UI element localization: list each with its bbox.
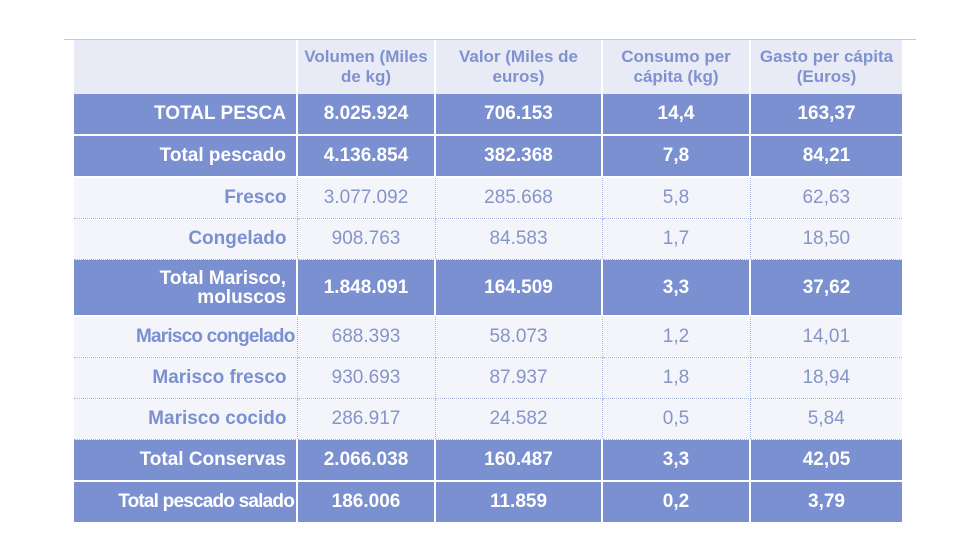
cell-consumo: 5,8: [602, 177, 751, 219]
row-label: Total pescado: [74, 135, 298, 178]
cell-volumen: 1.848.091: [297, 259, 436, 317]
cell-gasto: 18,50: [750, 218, 902, 260]
table-row: Marisco cocido 286.917 24.582 0,5 5,84: [74, 398, 902, 440]
cell-valor: 84.583: [435, 218, 603, 260]
cell-consumo: 7,8: [602, 135, 751, 178]
cell-volumen: 3.077.092: [297, 177, 436, 219]
fish-consumption-table: Volumen (Miles de kg) Valor (Miles de eu…: [74, 40, 902, 524]
row-label: Marisco fresco: [74, 357, 298, 399]
cell-volumen: 186.006: [297, 481, 436, 524]
table-row: Marisco congelado 688.393 58.073 1,2 14,…: [74, 316, 902, 358]
row-label: Total Conservas: [74, 439, 298, 482]
header-gasto: Gasto per cápita (Euros): [750, 40, 902, 94]
cell-gasto: 42,05: [750, 439, 902, 482]
cell-consumo: 3,3: [602, 259, 751, 317]
cell-valor: 164.509: [435, 259, 603, 317]
cell-valor: 160.487: [435, 439, 603, 482]
cell-consumo: 1,7: [602, 218, 751, 260]
cell-gasto: 62,63: [750, 177, 902, 219]
cell-consumo: 1,2: [602, 316, 751, 358]
cell-gasto: 18,94: [750, 357, 902, 399]
cell-volumen: 4.136.854: [297, 135, 436, 178]
cell-consumo: 3,3: [602, 439, 751, 482]
cell-valor: 382.368: [435, 135, 603, 178]
cell-volumen: 908.763: [297, 218, 436, 260]
cell-gasto: 5,84: [750, 398, 902, 440]
table-row: Fresco 3.077.092 285.668 5,8 62,63: [74, 177, 902, 219]
cell-consumo: 0,5: [602, 398, 751, 440]
table-row: TOTAL PESCA 8.025.924 706.153 14,4 163,3…: [74, 94, 902, 136]
cell-valor: 11.859: [435, 481, 603, 524]
header-category: [74, 40, 298, 94]
row-label: Marisco cocido: [74, 398, 298, 440]
cell-valor: 706.153: [435, 94, 603, 136]
cell-volumen: 930.693: [297, 357, 436, 399]
row-label: TOTAL PESCA: [74, 94, 298, 136]
row-label: Marisco congelado: [74, 316, 298, 358]
cell-volumen: 286.917: [297, 398, 436, 440]
cell-valor: 285.668: [435, 177, 603, 219]
row-label: Total Marisco, moluscos: [74, 259, 298, 317]
table-row: Congelado 908.763 84.583 1,7 18,50: [74, 218, 902, 260]
cell-gasto: 14,01: [750, 316, 902, 358]
cell-consumo: 0,2: [602, 481, 751, 524]
row-label: Total pescado salado: [74, 481, 298, 524]
cell-volumen: 2.066.038: [297, 439, 436, 482]
row-label: Fresco: [74, 177, 298, 219]
cell-valor: 58.073: [435, 316, 603, 358]
row-label: Congelado: [74, 218, 298, 260]
header-volumen: Volumen (Miles de kg): [297, 40, 436, 94]
header-valor: Valor (Miles de euros): [435, 40, 603, 94]
header-consumo: Consumo per cápita (kg): [602, 40, 751, 94]
top-rule: [64, 39, 916, 40]
cell-gasto: 37,62: [750, 259, 902, 317]
cell-consumo: 14,4: [602, 94, 751, 136]
table-row: Total pescado salado 186.006 11.859 0,2 …: [74, 481, 902, 524]
cell-volumen: 8.025.924: [297, 94, 436, 136]
table-row: Marisco fresco 930.693 87.937 1,8 18,94: [74, 357, 902, 399]
cell-valor: 87.937: [435, 357, 603, 399]
cell-consumo: 1,8: [602, 357, 751, 399]
cell-gasto: 3,79: [750, 481, 902, 524]
table-row: Total Marisco, moluscos 1.848.091 164.50…: [74, 259, 902, 317]
cell-valor: 24.582: [435, 398, 603, 440]
header-row: Volumen (Miles de kg) Valor (Miles de eu…: [74, 40, 902, 94]
table-row: Total Conservas 2.066.038 160.487 3,3 42…: [74, 439, 902, 482]
cell-gasto: 84,21: [750, 135, 902, 178]
cell-gasto: 163,37: [750, 94, 902, 136]
cell-volumen: 688.393: [297, 316, 436, 358]
table-row: Total pescado 4.136.854 382.368 7,8 84,2…: [74, 135, 902, 178]
